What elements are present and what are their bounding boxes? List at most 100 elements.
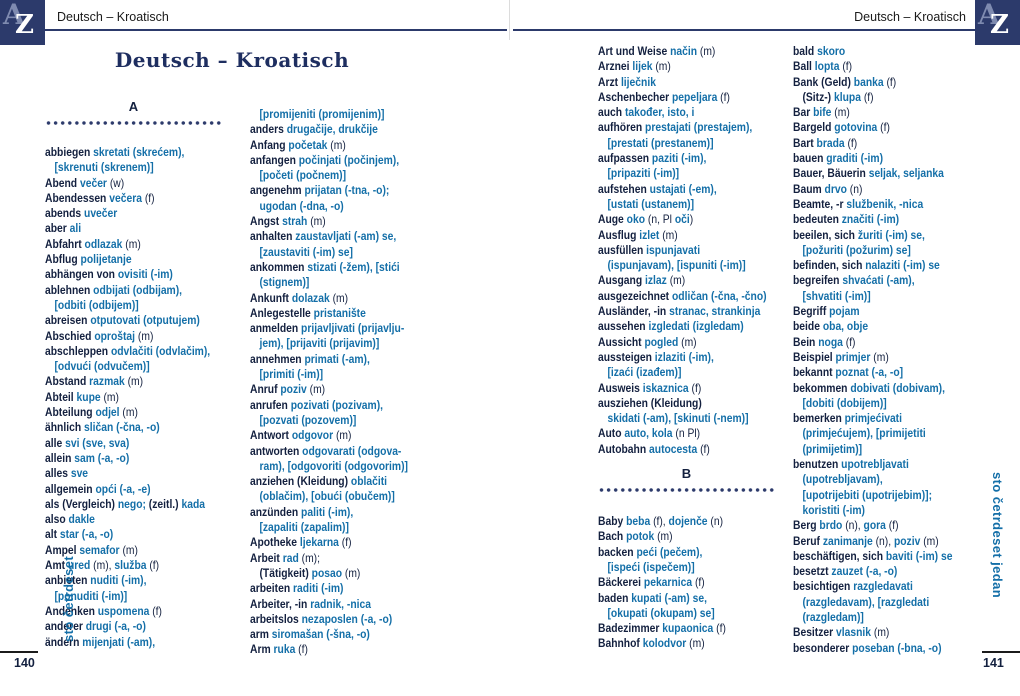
dictionary-entry-line: bekommen dobivati (dobivam), (793, 380, 945, 395)
dictionary-entry-line: Bahnhof kolodvor (m) (598, 636, 705, 651)
dictionary-entry-line: koristiti (-im) (802, 502, 865, 517)
spelled-page-number-right: sto četrdeset jedan (990, 472, 1005, 599)
section-dotted-rule (598, 483, 775, 497)
dictionary-entry-line: antworten odgovarati (odgova- (250, 443, 402, 458)
dictionary-entry-line: Berg brdo (n), gora (f) (793, 518, 899, 533)
dictionary-entry-line: (stignem)] (259, 275, 310, 290)
dictionary-entry-line: (Tätigkeit) posao (m) (259, 565, 361, 580)
dictionary-entry-line: begreifen shvaćati (-am), (793, 273, 915, 288)
dictionary-entry-line: Abflug polijetanje (45, 252, 132, 267)
dictionary-entry-line: [odbiti (odbijem)] (54, 297, 139, 312)
dictionary-entry-line: ausgezeichnet odličan (-čna, -čno) (598, 288, 767, 303)
dictionary-entry-line: (primjećujem), [primijetiti (802, 426, 926, 441)
footer-rule-right (982, 651, 1020, 653)
dictionary-entry-line: (Sitz-) klupa (f) (802, 89, 874, 104)
dictionary-entry-line: [pozvati (pozovem)] (259, 412, 357, 427)
dictionary-entry-line: Bank (Geld) banka (f) (793, 74, 897, 89)
dictionary-entry-line: Antwort odgovor (m) (250, 428, 352, 443)
dictionary-entry-line: [početi (počnem)] (259, 168, 347, 183)
dictionary-entry-line: [shvatiti (-im)] (802, 288, 871, 303)
dictionary-entry-line: [zapaliti (zapalim)] (259, 520, 349, 535)
dictionary-entry-line: anders drugačije, drukčije (250, 122, 378, 137)
dictionary-entry-line: aufpassen paziti (-im), (598, 151, 707, 166)
section-dotted-rule (45, 116, 222, 129)
dictionary-entry-line: [pripaziti (-im)] (607, 166, 680, 181)
dictionary-entry-line: aussteigen izlaziti (-im), (598, 349, 714, 364)
dictionary-entry-line: [promijeniti (promijenim)] (259, 107, 385, 121)
dictionary-entry-line: ankommen stizati (-žem), [stići (250, 259, 400, 274)
dictionary-entry-line: anzünden paliti (-im), (250, 504, 354, 519)
dictionary-entry-line: [ponuditi (-im)] (54, 588, 128, 603)
dictionary-entry-line: ähnlich sličan (-čna, -o) (45, 420, 160, 435)
dictionary-entry-line: jem), [prijaviti (prijavim)] (259, 336, 380, 351)
dictionary-entry-line: angenehm prijatan (-tna, -o); (250, 183, 390, 198)
dictionary-entry-line: Ampel semafor (m) (45, 542, 138, 557)
dictionary-entry-line: Andenken uspomena (f) (45, 603, 162, 618)
spacer (598, 457, 792, 465)
dictionary-entry-line: Beispiel primjer (m) (793, 349, 889, 364)
dictionary-entry-line: Besitzer vlasnik (m) (793, 625, 890, 640)
dictionary-entry-line: Abstand razmak (m) (45, 374, 144, 389)
spacer (598, 496, 792, 514)
dictionary-entry-line: aussehen izgledati (izgledam) (598, 319, 744, 334)
dictionary-entry-line: [zaustaviti (-im) se] (259, 244, 353, 259)
dictionary-entry-line: Art und Weise način (m) (598, 44, 716, 58)
dictionary-entry-line: (oblačim), [obući (obučem)] (259, 489, 395, 504)
dictionary-entry-line: Abteilung odjel (m) (45, 405, 138, 420)
dictionary-entry-line: anziehen (Kleidung) oblačiti (250, 474, 388, 489)
dictionary-entry-line: Amt ured (m), služba (f) (45, 558, 160, 573)
dictionary-entry-line: Ausweis iskaznica (f) (598, 380, 702, 395)
dictionary-entry-line: abreisen otputovati (otputujem) (45, 313, 200, 328)
dictionary-entry-line: Ausflug izlet (m) (598, 227, 678, 242)
dictionary-entry-line: [ispeći (ispečem)] (607, 559, 695, 574)
dictionary-entry-line: Ankunft dolazak (m) (250, 290, 349, 305)
section-letter: A (128, 99, 139, 114)
dictionary-entry-line: alles sve (45, 466, 89, 481)
dictionary-entry-line: befinden, sich nalaziti (-im) se (793, 258, 940, 273)
dictionary-entry-line: bald skoro (793, 44, 846, 58)
dictionary-column-4: bald skoro Ball lopta (f) Bank (Geld) bank… (793, 44, 987, 656)
az-logo: A Z (0, 0, 45, 45)
dictionary-entry-line: ausziehen (Kleidung) (598, 395, 702, 410)
logo-letter-z: Z (15, 10, 34, 40)
dictionary-entry-line: allein sam (-a, -o) (45, 450, 130, 465)
page-number-left: 140 (14, 656, 35, 670)
dictionary-entry-line: Begriff pojam (793, 304, 860, 319)
dictionary-entry-line: [dobiti (dobijem)] (802, 395, 887, 410)
dictionary-entry-line: Bar bife (m) (793, 105, 850, 120)
dictionary-entry-line: [odvući (odvučem)] (54, 359, 150, 374)
dictionary-entry-line: Autobahn autocesta (f) (598, 441, 710, 456)
dictionary-entry-line: Bäckerei pekarnica (f) (598, 575, 705, 590)
dictionary-entry-line: anmelden prijavljivati (prijavlju- (250, 321, 405, 336)
page-gutter-line (509, 0, 510, 40)
running-header-left: Deutsch – Kroatisch (57, 10, 169, 24)
dictionary-entry-line: abhängen von ovisiti (-im) (45, 267, 173, 282)
dictionary-entry-line: besetzt zauzet (-a, -o) (793, 564, 898, 579)
dictionary-entry-line: (ispunjavam), [ispuniti (-im)] (607, 258, 746, 273)
dictionary-entry-line: Bauer, Bäuerin seljak, seljanka (793, 166, 944, 181)
dictionary-entry-line: auch također, isto, i (598, 105, 695, 120)
dictionary-entry-line: Arbeit rad (m); (250, 550, 320, 565)
page-number-right: 141 (983, 656, 1004, 670)
dictionary-entry-line: Bach potok (m) (598, 529, 673, 544)
dictionary-entry-line: Beamte, -r službenik, -nica (793, 196, 924, 211)
dictionary-entry-line: Auto auto, kola (n Pl) (598, 426, 701, 441)
dictionary-entry-line: anfangen počinjati (počinjem), (250, 152, 400, 167)
dictionary-entry-line: abbiegen skretati (skrećem), (45, 145, 185, 159)
dictionary-entry-line: aufhören prestajati (prestajem), (598, 120, 753, 135)
dictionary-entry-line: [skrenuti (skrenem)] (54, 160, 154, 175)
dictionary-entry-line: beschäftigen, sich baviti (-im) se (793, 548, 953, 563)
dictionary-entry-line: (razgledavam), [razgledati (802, 594, 930, 609)
dictionary-entry-line: benutzen upotrebljavati (793, 457, 909, 472)
dictionary-entry-line: beide oba, obje (793, 319, 869, 334)
dictionary-entry-line: (primijetim)] (802, 441, 863, 456)
dictionary-entry-line: Anruf poziv (m) (250, 382, 326, 397)
dictionary-entry-line: besonderer poseban (-bna, -o) (793, 640, 942, 655)
dictionary-entry-line: Abschied oproštaj (m) (45, 328, 154, 343)
dictionary-column-2: [promijeniti (promijenim)] anders drugači… (250, 107, 482, 658)
dictionary-entry-line: Abfahrt odlazak (m) (45, 236, 141, 251)
dictionary-entry-line: Apotheke ljekarna (f) (250, 535, 352, 550)
dictionary-entry-line: Auge oko (n, Pl oči) (598, 212, 694, 227)
